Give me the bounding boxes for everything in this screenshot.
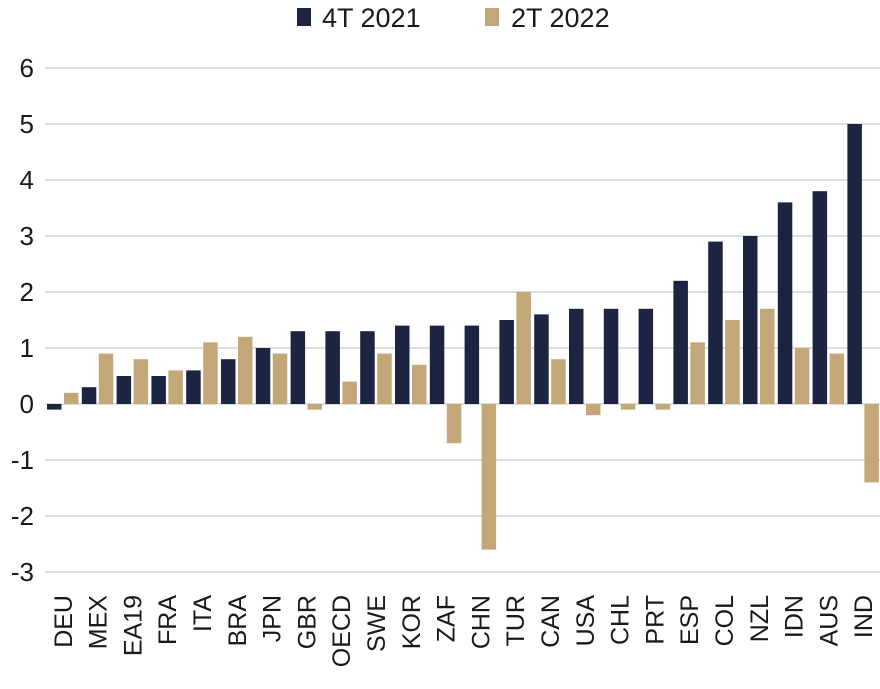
bar-can-4t-2021	[534, 314, 549, 404]
bar-idn-4t-2021	[777, 202, 793, 404]
bar-gbr-4t-2021	[290, 331, 306, 404]
bar-ita-4t-2021	[186, 370, 201, 404]
x-tick-label: CHL	[607, 595, 635, 645]
x-tick-label: DEU	[50, 595, 78, 648]
bar-prt-4t-2021	[638, 308, 654, 404]
x-tick-label: ZAF	[433, 595, 461, 642]
bar-ind-2t-2022	[864, 404, 879, 483]
bar-bra-4t-2021	[221, 359, 236, 404]
bar-mex-4t-2021	[81, 387, 97, 404]
y-tick-label: 4	[20, 165, 34, 195]
x-tick-label: IND	[850, 595, 878, 638]
bar-zaf-2t-2022	[446, 404, 462, 444]
y-tick-label: -3	[11, 557, 34, 587]
bar-ind-4t-2021	[847, 124, 862, 404]
bar-zaf-4t-2021	[429, 325, 445, 404]
bar-can-2t-2022	[551, 359, 566, 404]
gridlines	[45, 67, 880, 573]
bar-col-2t-2022	[725, 320, 740, 404]
x-tick-label: FRA	[154, 595, 182, 645]
bar-ea19-2t-2022	[133, 359, 149, 404]
chart-legend: 4T 2021 2T 2022	[297, 3, 610, 33]
y-axis-tick-labels: -3 -2 -1 0 1 2 3 4 5 6	[11, 53, 34, 587]
bar-ea19-4t-2021	[116, 376, 132, 404]
x-tick-label: NZL	[746, 595, 774, 642]
x-tick-label: GBR	[293, 595, 321, 649]
bar-bra-2t-2022	[238, 336, 253, 404]
x-tick-label: IDN	[781, 595, 809, 638]
x-tick-label: CHN	[467, 595, 495, 649]
x-tick-label: COL	[711, 595, 739, 647]
x-tick-label: BRA	[224, 595, 252, 647]
bar-col-4t-2021	[708, 241, 723, 404]
y-tick-label: -2	[11, 501, 34, 531]
bar-deu-2t-2022	[64, 392, 79, 404]
bar-nzl-4t-2021	[743, 236, 758, 404]
x-tick-label: OECD	[328, 595, 356, 667]
bar-chl-2t-2022	[620, 404, 636, 410]
bar-chn-2t-2022	[481, 404, 497, 550]
bar-gbr-2t-2022	[307, 404, 323, 410]
x-tick-label: SWE	[363, 595, 391, 652]
y-tick-label: 6	[20, 53, 34, 83]
bar-aus-4t-2021	[812, 191, 828, 404]
x-tick-label: TUR	[502, 595, 530, 646]
legend-swatch-2t-2022	[485, 8, 499, 26]
bar-chl-4t-2021	[603, 308, 619, 404]
x-tick-label: KOR	[398, 595, 426, 649]
x-tick-label: EA19	[119, 595, 147, 656]
bar-usa-4t-2021	[569, 308, 584, 404]
y-tick-label: 3	[20, 221, 34, 251]
bar-oecd-4t-2021	[325, 331, 340, 404]
bar-tur-4t-2021	[499, 320, 514, 404]
bar-swe-4t-2021	[360, 331, 375, 404]
legend-label-2t-2022: 2T 2022	[511, 3, 610, 33]
bar-esp-4t-2021	[673, 280, 688, 404]
bar-jpn-2t-2022	[272, 353, 288, 404]
y-tick-label: -1	[11, 445, 34, 475]
x-tick-label: USA	[572, 595, 600, 647]
y-tick-label: 0	[20, 389, 34, 419]
bar-ita-2t-2022	[203, 342, 218, 404]
x-tick-label: AUS	[815, 595, 843, 646]
bar-jpn-4t-2021	[255, 348, 271, 404]
x-tick-label: ESP	[676, 595, 704, 645]
bar-tur-2t-2022	[516, 292, 531, 404]
bar-mex-2t-2022	[98, 353, 114, 404]
bar-fra-4t-2021	[151, 376, 166, 404]
bar-chn-4t-2021	[464, 325, 480, 404]
bar-kor-2t-2022	[412, 364, 427, 404]
x-tick-label: ITA	[189, 595, 217, 632]
bar-aus-2t-2022	[829, 353, 845, 404]
x-tick-label: MEX	[85, 595, 113, 650]
bar-oecd-2t-2022	[342, 381, 357, 404]
bar-fra-2t-2022	[168, 370, 183, 404]
bar-deu-4t-2021	[47, 404, 62, 410]
bar-swe-2t-2022	[377, 353, 392, 404]
bars	[47, 124, 879, 550]
x-tick-label: CAN	[537, 595, 565, 648]
y-tick-label: 1	[20, 333, 34, 363]
bar-usa-2t-2022	[586, 404, 601, 416]
x-tick-label: JPN	[259, 595, 287, 642]
bar-kor-4t-2021	[395, 325, 410, 404]
x-axis-category-labels: DEU MEX EA19 FRA ITA BRA JPN GBR OECD SWE KOR ZAF CH…	[50, 595, 878, 668]
x-tick-label: PRT	[641, 595, 669, 645]
bar-nzl-2t-2022	[760, 308, 775, 404]
legend-swatch-4t-2021	[297, 8, 311, 26]
bar-esp-2t-2022	[690, 342, 705, 404]
y-tick-label: 2	[20, 277, 34, 307]
bar-prt-2t-2022	[655, 404, 671, 410]
y-tick-label: 5	[20, 109, 34, 139]
legend-label-4t-2021: 4T 2021	[322, 3, 421, 33]
bar-idn-2t-2022	[794, 348, 810, 404]
